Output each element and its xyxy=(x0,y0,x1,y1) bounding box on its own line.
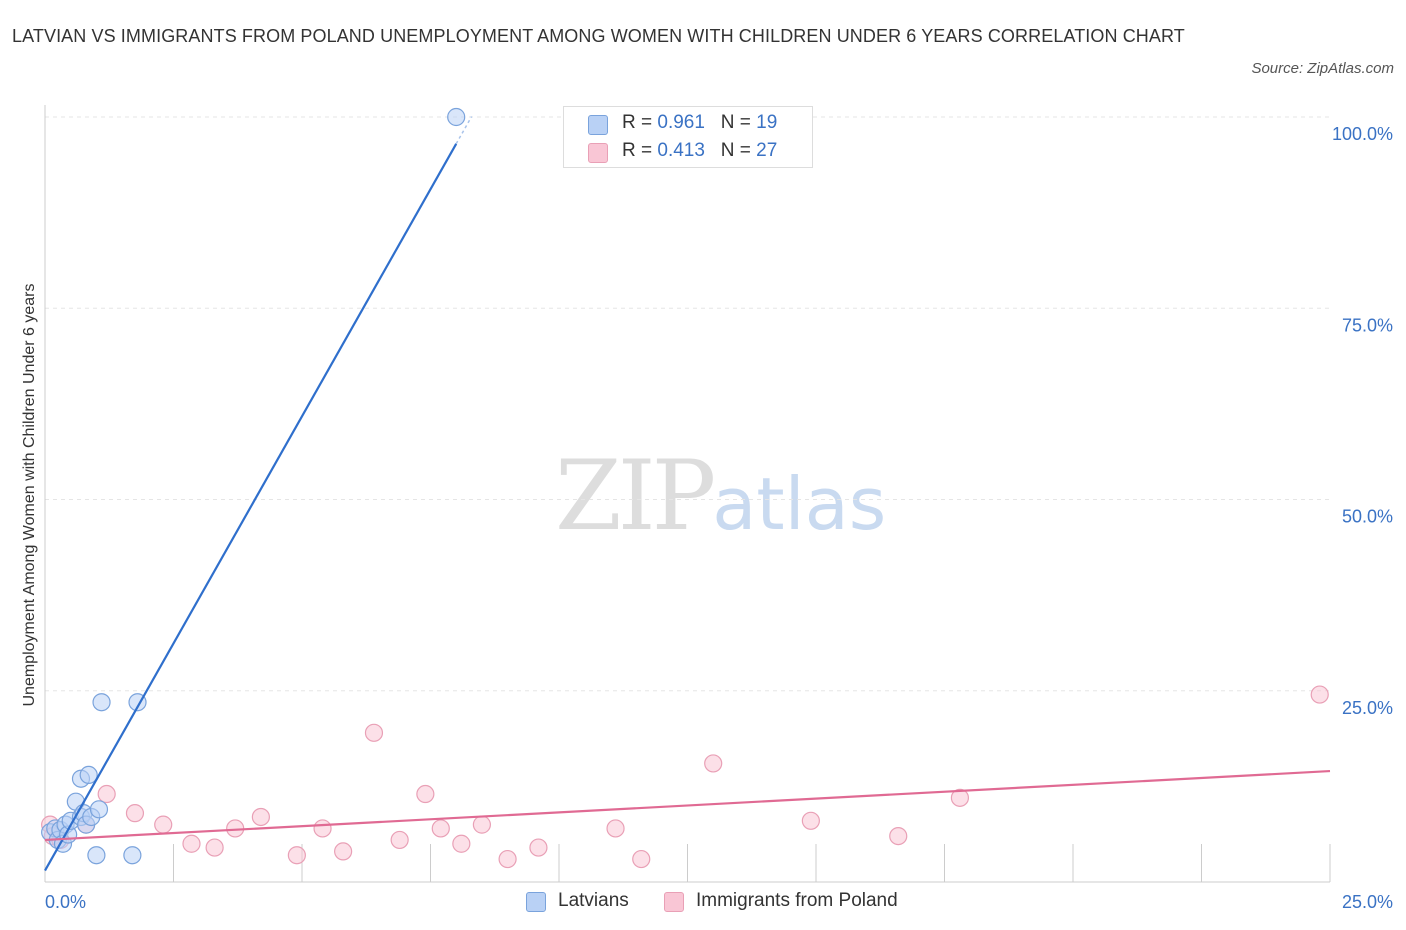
point-poland xyxy=(704,754,723,773)
legend-swatch-latvians xyxy=(588,115,608,135)
point-latvians xyxy=(123,846,142,865)
x-tick-label: 25.0% xyxy=(1342,892,1393,912)
point-poland xyxy=(431,819,450,838)
point-latvians xyxy=(92,693,111,712)
point-poland xyxy=(606,819,625,838)
point-poland xyxy=(154,815,173,834)
point-poland xyxy=(1310,685,1329,704)
legend-n-label-poland: N = xyxy=(720,140,757,161)
point-poland xyxy=(472,815,491,834)
point-poland xyxy=(287,846,306,865)
y-tick-label: 100.0% xyxy=(1332,124,1393,144)
legend-r-value-poland: 0.413 xyxy=(657,140,705,161)
point-poland xyxy=(950,788,970,807)
watermark-atlas: atlas xyxy=(712,462,887,546)
point-poland xyxy=(416,784,435,804)
point-latvians xyxy=(447,107,466,127)
point-poland xyxy=(364,723,384,742)
legend-r-label-poland: R = xyxy=(622,140,658,161)
point-poland xyxy=(889,826,908,846)
legend-n-value-poland: 27 xyxy=(756,140,778,161)
point-poland xyxy=(205,838,224,857)
point-poland xyxy=(452,834,471,853)
trendline-poland xyxy=(44,769,1331,842)
chart-title: LATVIAN VS IMMIGRANTS FROM POLAND UNEMPL… xyxy=(12,26,1185,46)
legend-r-label-latvians: R = xyxy=(622,112,658,133)
series-legend-swatch-latvians xyxy=(526,892,546,912)
series-legend-label-latvians: Latvians xyxy=(558,890,629,911)
watermark-zip: ZIP xyxy=(555,440,716,552)
trendline-latvians xyxy=(44,143,458,872)
point-poland xyxy=(390,830,409,850)
legend-n-value-latvians: 19 xyxy=(756,112,778,133)
point-latvians xyxy=(87,846,106,865)
point-poland xyxy=(97,784,116,804)
point-poland xyxy=(182,834,201,853)
point-poland xyxy=(498,849,517,869)
series-legend-label-poland: Immigrants from Poland xyxy=(696,890,898,911)
y-tick-label: 75.0% xyxy=(1342,315,1393,335)
y-tick-label: 25.0% xyxy=(1342,698,1393,718)
point-poland xyxy=(251,807,270,827)
point-poland xyxy=(125,804,145,823)
legend-r-value-latvians: 0.961 xyxy=(657,112,705,133)
series-legend-swatch-poland xyxy=(664,892,684,912)
trendline-extension-latvians xyxy=(455,116,473,145)
legend-text-latvians: R = 0.961 N = 19 xyxy=(622,112,777,134)
point-poland xyxy=(801,811,820,830)
legend-text-poland: R = 0.413 N = 27 xyxy=(622,140,777,162)
source-label: Source: ZipAtlas.com xyxy=(1251,60,1394,77)
legend-swatch-poland xyxy=(588,143,608,163)
stats-legend: R = 0.961 N = 19 R = 0.413 N = 27 xyxy=(563,106,813,168)
watermark: ZIPatlas xyxy=(555,440,886,552)
point-latvians xyxy=(79,765,98,785)
point-poland xyxy=(632,849,651,869)
series-legend: Latvians Immigrants from Poland xyxy=(0,890,1406,916)
x-tick-label: 0.0% xyxy=(45,892,86,912)
point-latvians xyxy=(89,800,109,819)
y-tick-label: 50.0% xyxy=(1342,507,1393,527)
point-poland xyxy=(529,838,548,857)
legend-n-label-latvians: N = xyxy=(720,112,757,133)
point-poland xyxy=(334,842,353,861)
point-poland xyxy=(313,819,332,838)
